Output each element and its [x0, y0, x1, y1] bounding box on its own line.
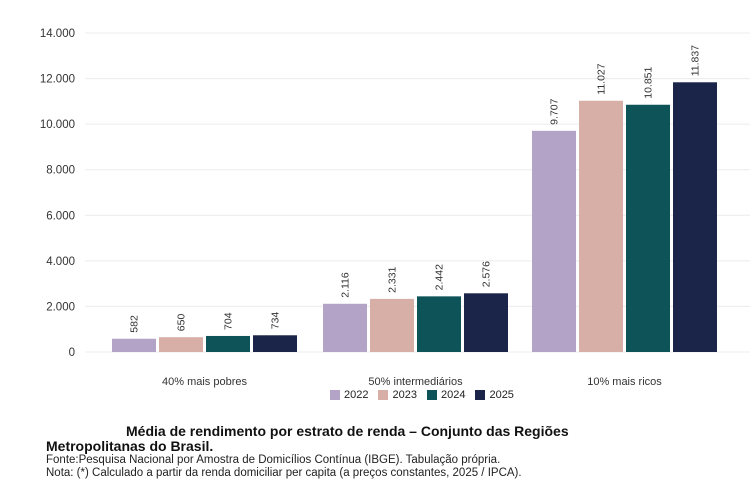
bar-2022: [323, 303, 367, 352]
data-label: 2.442: [434, 264, 446, 290]
category-label: 50% intermediários: [368, 376, 463, 388]
legend-swatch: [475, 390, 486, 400]
legend-label: 2022: [344, 389, 369, 401]
y-axis-ticks: 0 2.000 4.000 6.000 8.000 10.000 12.000 14.000: [40, 28, 75, 359]
data-label: 2.116: [340, 272, 352, 298]
data-label: 734: [270, 312, 282, 330]
legend-label: 2023: [392, 389, 417, 401]
y-tick-label: 2.000: [46, 301, 75, 313]
data-label: 2.331: [387, 266, 399, 292]
bar-2023: [159, 337, 203, 352]
legend-item-2024: 2024: [426, 389, 466, 401]
bar-2022: [112, 338, 156, 352]
legend-item-2022: 2022: [330, 389, 368, 401]
bar-2024: [626, 104, 670, 352]
y-tick-label: 14.000: [40, 28, 75, 40]
bar-2025: [253, 335, 297, 352]
caption-title-line1: Média de rendimento por estrato de renda…: [126, 423, 569, 439]
data-labels: 582 650 704 734 2.116 2.331 2.442 2.576 9.707 11.…: [129, 45, 702, 333]
data-label: 11.027: [596, 63, 608, 94]
legend: 2022 2023 2024 2025: [330, 389, 514, 401]
x-axis-categories: 40% mais pobres 50% intermediários 10% mai…: [162, 376, 662, 388]
y-tick-label: 6.000: [46, 210, 75, 222]
data-label: 704: [223, 312, 235, 330]
legend-swatch: [426, 390, 437, 400]
category-label: 40% mais pobres: [162, 376, 247, 388]
caption-title: Média de rendimento por estrato de renda…: [46, 424, 726, 454]
data-label: 9.707: [549, 98, 561, 124]
data-label: 2.576: [481, 261, 493, 287]
bar-2024: [206, 335, 250, 352]
bar-chart: 02.0004.0006.0008.00010.00012.00014.000 …: [40, 28, 750, 388]
bar-2024: [417, 296, 461, 352]
y-tick-label: 0: [69, 347, 75, 359]
gridlines: [85, 32, 750, 353]
legend-label: 2024: [440, 389, 466, 401]
caption-title-line2: Metropolitanas do Brasil.: [46, 438, 214, 454]
legend-swatch: [378, 390, 389, 400]
bar-2023: [579, 100, 623, 352]
y-tick-label: 8.000: [46, 165, 75, 177]
legend-swatch: [330, 390, 340, 400]
figure-caption: Média de rendimento por estrato de renda…: [46, 424, 726, 480]
caption-note: Nota: (*) Calculado a partir da renda do…: [46, 467, 522, 479]
bar-2023: [370, 298, 414, 352]
category-label: 10% mais ricos: [587, 376, 662, 388]
caption-source: Fonte:Pesquisa Nacional por Amostra de D…: [46, 454, 501, 466]
y-tick-label: 10.000: [40, 119, 75, 131]
bar-2025: [673, 82, 717, 353]
bars: [112, 82, 717, 353]
bar-2025: [464, 293, 508, 352]
data-label: 650: [176, 314, 188, 332]
bar-2022: [532, 130, 576, 352]
y-tick-label: 12.000: [40, 74, 75, 86]
data-label: 11.837: [690, 45, 702, 76]
legend-item-2025: 2025: [475, 389, 514, 401]
data-label: 582: [129, 315, 141, 333]
legend-item-2023: 2023: [378, 389, 417, 401]
y-tick-label: 4.000: [46, 256, 75, 268]
legend-label: 2025: [489, 389, 514, 401]
data-label: 10.851: [643, 66, 655, 98]
